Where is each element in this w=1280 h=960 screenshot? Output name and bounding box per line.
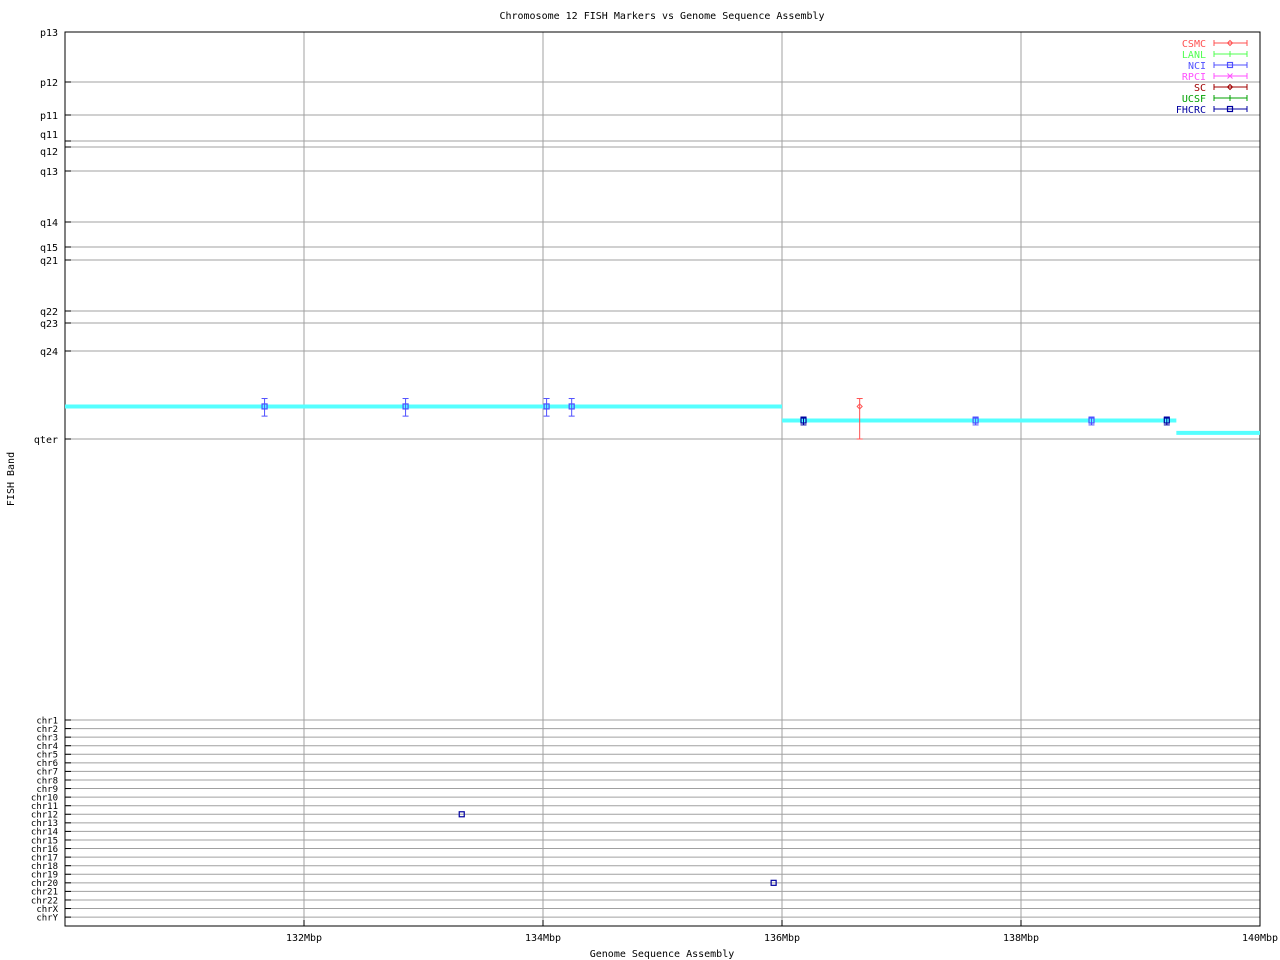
square-marker <box>402 403 409 410</box>
chr-point-fhcrc <box>770 879 777 886</box>
chr-tick-label: chr14 <box>31 828 58 838</box>
data-point-nci <box>972 416 979 426</box>
legend-entry-ucsf: UCSF <box>1182 94 1248 105</box>
x-marker <box>1227 73 1233 79</box>
legend-entry-fhcrc: FHCRC <box>1176 105 1248 116</box>
square-marker <box>1226 61 1234 69</box>
data-marks <box>65 398 1260 886</box>
band-tick-label: q14 <box>40 218 58 229</box>
chr-point-fhcrc <box>458 811 465 818</box>
band-tick-label: q21 <box>40 256 58 267</box>
x-tick-label: 134Mbp <box>525 933 561 944</box>
legend-entry-nci: NCI <box>1188 61 1248 72</box>
chr-tick-label: chr12 <box>31 811 58 821</box>
chr-tick-label: chr10 <box>31 793 58 803</box>
x-axis-label: Genome Sequence Assembly <box>590 949 735 960</box>
legend-label: SC <box>1194 83 1206 94</box>
data-point-nci <box>1088 416 1095 426</box>
legend-label: CSMC <box>1182 39 1206 50</box>
chr-tick-label: chr11 <box>31 802 58 812</box>
data-point-nci <box>402 398 409 417</box>
data-point-csmc <box>856 398 863 440</box>
square-marker <box>458 811 465 818</box>
legend-entry-csmc: CSMC <box>1182 39 1248 50</box>
data-point-nci <box>543 398 550 417</box>
chr-tick-label: chrY <box>36 913 58 923</box>
chart-title: Chromosome 12 FISH Markers vs Genome Seq… <box>499 11 824 22</box>
square-marker <box>1088 417 1095 424</box>
legend-entry-rpci: RPCI <box>1182 72 1248 83</box>
band-tick-label: q12 <box>40 147 58 158</box>
chr-tick-label: chr4 <box>36 742 58 752</box>
legend-label: RPCI <box>1182 72 1206 83</box>
chr-tick-label: chr9 <box>36 785 58 795</box>
chr-tick-label: chr13 <box>31 819 58 829</box>
chr-tick-label: chr16 <box>31 845 58 855</box>
axes: 132Mbp 134Mbp 136Mbp 138Mbp 140Mbp p13 p12 p11 q… <box>31 28 1278 944</box>
square-marker <box>972 417 979 424</box>
legend-entry-sc: SC <box>1194 83 1248 94</box>
square-marker <box>1226 105 1234 113</box>
band-tick-label: q13 <box>40 167 58 178</box>
chr-tick-label: chr20 <box>31 879 58 889</box>
x-tick-label: 136Mbp <box>764 933 800 944</box>
legend-label: FHCRC <box>1176 105 1206 116</box>
band-tick-label: p11 <box>40 111 58 122</box>
chr-tick-label: chr15 <box>31 836 58 846</box>
band-tick-label: p12 <box>40 78 58 89</box>
diamond-marker <box>1226 83 1234 91</box>
square-marker <box>1163 417 1170 424</box>
chr-tick-label: chr21 <box>31 888 58 898</box>
band-tick-label: q11 <box>40 130 58 141</box>
legend-label: NCI <box>1188 61 1206 72</box>
legend-label: UCSF <box>1182 94 1206 105</box>
grid <box>65 31 1261 926</box>
square-marker <box>800 417 807 424</box>
square-marker <box>543 403 550 410</box>
chr-tick-label: chrX <box>36 905 58 915</box>
square-marker <box>770 879 777 886</box>
chr-tick-label: chr5 <box>36 751 58 761</box>
data-point-fhcrc <box>1163 416 1170 426</box>
plot-frame <box>64 31 1261 927</box>
data-point-nci <box>261 398 268 417</box>
chr-tick-label: chr18 <box>31 862 58 872</box>
diamond-marker <box>856 403 863 410</box>
chr-tick-label: chr3 <box>36 733 58 743</box>
band-tick-label: q15 <box>40 243 58 254</box>
square-marker <box>261 403 268 410</box>
chr-tick-label: chr19 <box>31 871 58 881</box>
square-marker <box>568 403 575 410</box>
legend-label: LANL <box>1182 50 1206 61</box>
band-tick-label: p13 <box>40 28 58 39</box>
x-tick-label: 132Mbp <box>286 933 322 944</box>
chr-tick-label: chr6 <box>36 759 58 769</box>
data-point-nci <box>568 398 575 417</box>
chr-tick-label: chr8 <box>36 776 58 786</box>
band-tick-label: qter <box>34 435 58 446</box>
y-axis-label: FISH Band <box>6 452 17 506</box>
chr-tick-label: chr17 <box>31 853 58 863</box>
band-tick-label: q23 <box>40 319 58 330</box>
data-point-fhcrc <box>800 416 807 426</box>
chr-tick-label: chr22 <box>31 896 58 906</box>
diamond-marker <box>1226 39 1234 47</box>
band-tick-label: q24 <box>40 347 58 358</box>
band-tick-label: q22 <box>40 307 58 318</box>
x-tick-label: 138Mbp <box>1003 933 1039 944</box>
chr-tick-label: chr2 <box>36 725 58 735</box>
legend-entry-lanl: LANL <box>1182 50 1248 61</box>
chr-tick-label: chr1 <box>36 716 58 726</box>
chr-tick-label: chr7 <box>36 768 58 778</box>
x-tick-label: 140Mbp <box>1242 933 1278 944</box>
